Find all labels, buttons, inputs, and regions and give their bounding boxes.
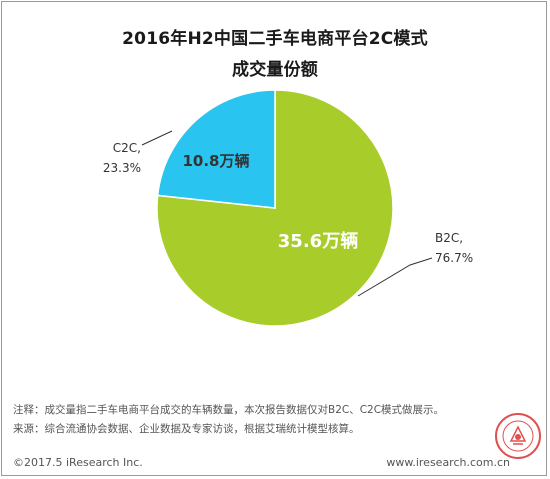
website-link[interactable]: www.iresearch.com.cn [386, 456, 510, 469]
pie-chart: 35.6万辆 10.8万辆 B2C, 76.7% C2C, 23.3% [103, 89, 473, 327]
slice-name-label: B2C, [435, 231, 463, 245]
slice-value-label: 10.8万辆 [182, 152, 249, 170]
seal-stamp-icon [495, 413, 541, 459]
chart-source: 来源：综合流通协会数据、企业数据及专家访谈，根据艾瑞统计模型核算。 [13, 423, 360, 435]
slice-value-label: 35.6万辆 [278, 230, 358, 252]
chart-title-line-1: 2016年H2中国二手车电商平台2C模式 [122, 29, 428, 49]
slice-name-label: C2C, [113, 141, 141, 155]
copyright-text: ©2017.5 iResearch Inc. [13, 456, 143, 469]
leader-line [357, 257, 433, 297]
pie-slice-c2c [156, 89, 276, 209]
slice-percent-label: 23.3% [103, 161, 141, 175]
chart-title-line-2: 成交量份额 [232, 60, 318, 80]
slice-percent-label: 76.7% [435, 251, 473, 265]
leader-line [141, 130, 173, 146]
chart-note: 注释：成交量指二手车电商平台成交的车辆数量，本次报告数据仅对B2C、C2C模式做… [13, 404, 445, 416]
